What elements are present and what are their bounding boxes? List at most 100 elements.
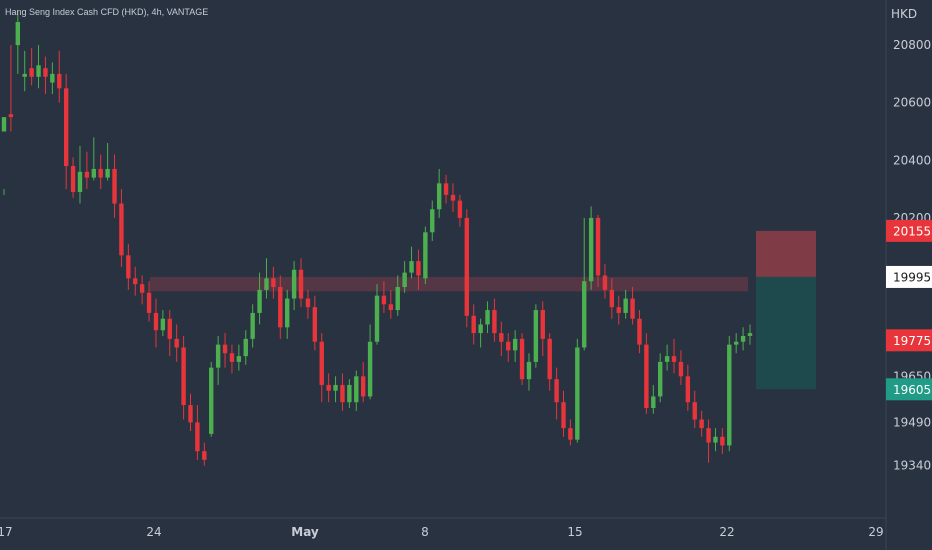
- candle-body: [229, 353, 235, 362]
- candle-body: [319, 341, 324, 385]
- candle-body: [492, 310, 497, 334]
- candle: [181, 335, 186, 420]
- x-tick-label: 24: [146, 525, 161, 539]
- candle-body: [354, 376, 359, 403]
- candle-body: [402, 272, 407, 288]
- candle-body: [57, 73, 62, 89]
- candle: [29, 47, 34, 86]
- price-tag-bg: [886, 378, 932, 401]
- price-tag: 19605: [886, 378, 932, 401]
- candle: [623, 289, 628, 319]
- x-tick-label: 22: [719, 525, 734, 539]
- candle-body: [250, 312, 255, 339]
- candle-body: [22, 73, 27, 77]
- candle: [367, 324, 373, 400]
- candle: [333, 376, 338, 403]
- y-tick-label: 20800: [893, 38, 931, 52]
- candle: [568, 419, 573, 446]
- price-tag: 19775: [886, 329, 932, 352]
- candle: [347, 379, 352, 408]
- candle: [63, 73, 69, 190]
- candle-body: [84, 171, 90, 178]
- candle-body: [29, 68, 34, 77]
- candle-body: [174, 338, 179, 348]
- candle-body: [609, 289, 615, 308]
- candle-body: [588, 217, 594, 282]
- candle: [209, 361, 214, 437]
- candle: [685, 364, 691, 411]
- candle-body: [222, 344, 228, 354]
- candle-body: [450, 194, 456, 201]
- candle-body: [740, 335, 746, 342]
- candle: [485, 301, 490, 334]
- candle-body: [595, 217, 601, 276]
- candle-body: [374, 295, 380, 342]
- candle-body: [658, 361, 663, 397]
- candle: [312, 295, 318, 351]
- candle: [8, 45, 14, 132]
- candle: [271, 266, 276, 299]
- candle-body: [1, 117, 7, 132]
- candle: [430, 200, 435, 241]
- candle: [630, 287, 635, 325]
- candle: [740, 327, 746, 351]
- candle: [160, 310, 166, 336]
- candle-body: [146, 292, 152, 313]
- price-tag-label: 19995: [893, 270, 931, 284]
- candle-body: [126, 255, 131, 279]
- candle: [575, 338, 580, 443]
- candle: [174, 324, 179, 362]
- candle: [278, 275, 283, 339]
- candle: [713, 428, 718, 452]
- resistance-zone: [150, 276, 748, 292]
- candle-body: [747, 333, 753, 336]
- candle: [374, 284, 380, 345]
- x-tick-label: 29: [868, 525, 883, 539]
- candle: [326, 373, 331, 403]
- candle: [167, 310, 172, 357]
- candle-body: [436, 183, 442, 210]
- candle: [436, 168, 442, 218]
- candle-body: [512, 338, 518, 351]
- candle: [133, 266, 138, 296]
- candle: [257, 272, 262, 325]
- candle: [264, 258, 269, 299]
- candle: [651, 384, 656, 414]
- candle-body: [8, 114, 14, 118]
- x-tick-label: May: [291, 525, 319, 539]
- candle-body: [637, 318, 642, 345]
- candle-body: [195, 422, 200, 452]
- candle-body: [271, 278, 276, 288]
- candle-body: [582, 281, 587, 348]
- candle-body: [699, 419, 704, 429]
- candle: [215, 335, 221, 385]
- candle-body: [671, 356, 677, 362]
- candle: [146, 281, 152, 322]
- candle: [664, 344, 670, 371]
- stop-loss-zone: [756, 230, 816, 277]
- candle: [678, 350, 684, 385]
- candle-body: [678, 361, 684, 377]
- candle-body: [547, 338, 552, 380]
- candle: [512, 330, 518, 362]
- candle-body: [119, 203, 124, 256]
- candle-body: [706, 428, 711, 443]
- candle: [588, 206, 594, 290]
- price-tag-label: 19605: [893, 383, 931, 397]
- x-tick-label: 8: [421, 525, 429, 539]
- candle-body: [312, 307, 318, 342]
- candle: [582, 217, 587, 351]
- candle: [285, 289, 290, 339]
- candle: [492, 298, 497, 342]
- candle-body: [602, 275, 608, 290]
- candle: [222, 333, 228, 368]
- candle-body: [630, 298, 635, 319]
- candle: [139, 275, 145, 305]
- candle-body: [623, 298, 628, 313]
- candle: [609, 278, 615, 319]
- candle-body: [360, 376, 366, 397]
- candle-body: [236, 356, 242, 362]
- candle-body: [464, 217, 469, 316]
- candle: [526, 353, 532, 391]
